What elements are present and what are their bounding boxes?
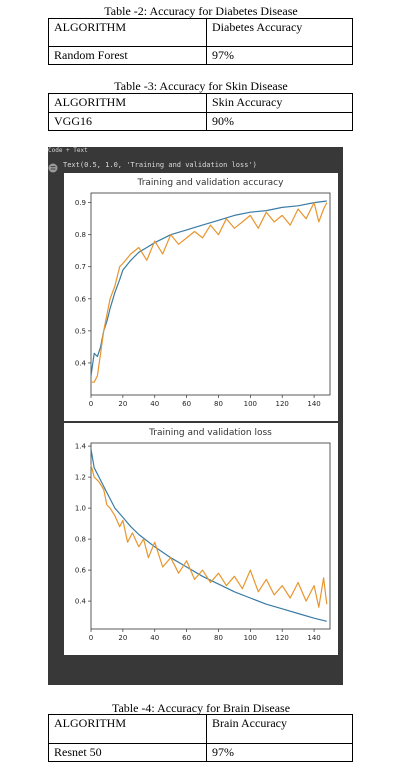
- x-tick-label: 40: [150, 634, 159, 642]
- cell-output-text: Text(0.5, 1.0, 'Training and validation …: [63, 161, 257, 169]
- loss-chart: Training and validation loss 0 20 40 60 80 100…: [75, 428, 331, 642]
- accuracy-chart: Training and validation accuracy 0 20 40 60 8…: [75, 178, 331, 408]
- table-2-caption: Table -2: Accuracy for Diabetes Disease: [104, 4, 298, 18]
- table-cell: Random Forest: [48, 46, 207, 65]
- table-skin: ALGORITHM Skin Accuracy VGG16 90%: [48, 93, 353, 131]
- x-tick-label: 0: [89, 400, 93, 408]
- loss-chart-panel: Training and validation loss 0 20 40 60 80 100…: [64, 423, 338, 655]
- x-tick-label: 20: [118, 634, 127, 642]
- x-tick-label: 140: [307, 634, 320, 642]
- x-tick-label: 60: [182, 400, 191, 408]
- x-tick-label: 120: [276, 400, 289, 408]
- y-tick-label: 0.7: [75, 263, 86, 271]
- header-cell: Brain Accuracy: [206, 714, 353, 744]
- y-tick-label: 1.0: [75, 505, 86, 513]
- header-cell: ALGORITHM: [48, 18, 207, 47]
- table-cell: Resnet 50: [48, 743, 207, 762]
- validation-loss-line: [90, 464, 328, 608]
- table-row: VGG16 90%: [48, 112, 353, 131]
- x-tick-label: 140: [307, 400, 320, 408]
- x-tick-label: 120: [276, 634, 289, 642]
- run-cell-icon[interactable]: [48, 163, 58, 173]
- y-tick-label: 0.6: [75, 295, 87, 303]
- header-cell: Skin Accuracy: [206, 93, 353, 113]
- x-tick-label: 60: [182, 634, 191, 642]
- table-cell: 97%: [206, 743, 353, 762]
- x-tick-label: 20: [118, 400, 127, 408]
- plot-frame: [90, 442, 331, 630]
- y-tick-label: 0.9: [75, 199, 86, 207]
- table-4-caption: Table -4: Accuracy for Brain Disease: [111, 701, 291, 715]
- table-3-caption: Table -3: Accuracy for Skin Disease: [114, 79, 288, 93]
- plot-frame: [90, 192, 331, 396]
- chart-title: Training and validation accuracy: [137, 178, 285, 188]
- table-diabetes: ALGORITHM Diabetes Accuracy Random Fores…: [48, 18, 353, 65]
- table-cell: 90%: [206, 112, 353, 131]
- table-cell: VGG16: [48, 112, 207, 131]
- validation-accuracy-line: [91, 202, 328, 383]
- header-cell: Diabetes Accuracy: [206, 18, 353, 47]
- y-tick-label: 0.8: [75, 231, 86, 239]
- y-tick-label: 0.4: [75, 598, 87, 606]
- y-tick-label: 0.8: [75, 536, 86, 544]
- y-tick-label: 0.6: [75, 567, 87, 575]
- table-header-row: ALGORITHM Brain Accuracy: [48, 714, 353, 744]
- x-tick-label: 100: [244, 634, 257, 642]
- header-cell: ALGORITHM: [48, 714, 207, 744]
- y-tick-label: 1.4: [75, 443, 87, 451]
- table-brain: ALGORITHM Brain Accuracy Resnet 50 97%: [48, 714, 353, 762]
- x-tick-label: 100: [244, 400, 257, 408]
- training-loss-line: [90, 449, 327, 622]
- x-tick-label: 80: [214, 634, 223, 642]
- x-tick-label: 0: [89, 634, 93, 642]
- table-header-row: ALGORITHM Skin Accuracy: [48, 93, 353, 113]
- header-cell: ALGORITHM: [48, 93, 207, 113]
- table-header-row: ALGORITHM Diabetes Accuracy: [48, 18, 353, 47]
- table-row: Resnet 50 97%: [48, 743, 353, 762]
- y-tick-label: 0.5: [75, 327, 86, 335]
- x-tick-label: 40: [150, 400, 159, 408]
- accuracy-chart-panel: Training and validation accuracy 0 20 40 60 8…: [64, 173, 338, 421]
- x-tick-label: 80: [214, 400, 223, 408]
- y-tick-label: 1.2: [75, 474, 86, 482]
- notebook-header: Code + Text: [48, 147, 88, 154]
- table-row: Random Forest 97%: [48, 46, 353, 65]
- notebook-output-panel: Code + Text Text(0.5, 1.0, 'Training and…: [48, 147, 343, 685]
- chart-title: Training and validation loss: [148, 428, 272, 438]
- y-tick-label: 0.4: [75, 359, 87, 367]
- table-cell: 97%: [206, 46, 353, 65]
